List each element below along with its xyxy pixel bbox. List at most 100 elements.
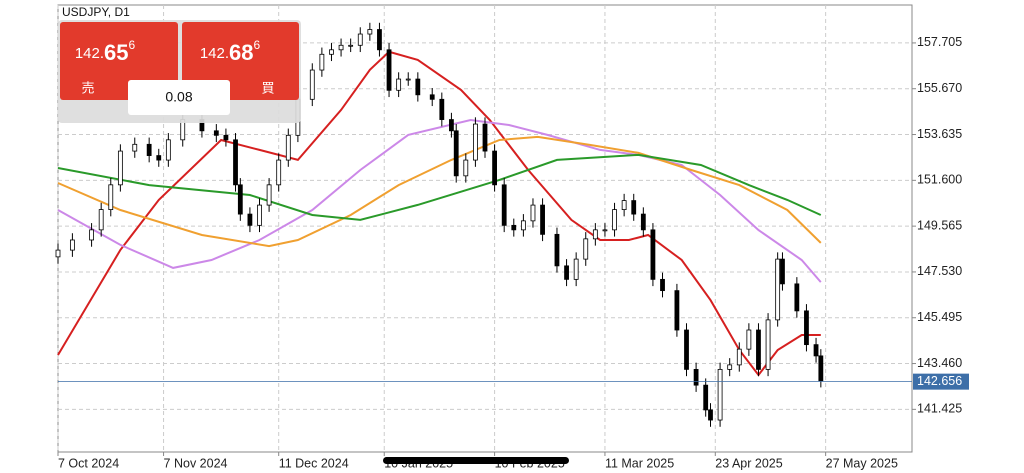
candle-body — [473, 123, 478, 161]
candle-body — [621, 200, 627, 210]
x-tick-label: 11 Dec 2024 — [279, 456, 349, 470]
candle-body — [55, 249, 61, 258]
y-tick-label: 149.565 — [917, 218, 962, 232]
candle-body — [386, 49, 392, 91]
candle-body — [89, 229, 94, 241]
candle-body — [276, 159, 282, 186]
y-tick-label: 151.600 — [917, 173, 962, 187]
symbol-label: USDJPY, D1 — [62, 5, 130, 19]
candle-body — [348, 44, 354, 47]
candle-body — [257, 204, 262, 226]
candle-body — [357, 33, 363, 46]
candle-body — [377, 29, 382, 51]
candle-body — [69, 239, 75, 251]
y-tick-label: 155.670 — [917, 81, 962, 95]
x-tick-label: 7 Nov 2024 — [164, 456, 228, 470]
candle-body — [492, 150, 497, 186]
x-tick-label: 23 Apr 2025 — [715, 456, 782, 470]
candle-body — [367, 29, 373, 35]
candle-body — [309, 69, 315, 100]
candle-body — [319, 53, 325, 71]
y-tick-label: 141.425 — [917, 402, 962, 416]
plot-frame — [57, 4, 913, 453]
candle-body — [329, 49, 334, 55]
candle-body — [415, 78, 421, 96]
x-tick-label: 27 May 2025 — [826, 456, 898, 470]
candle-body — [233, 139, 238, 186]
candle-body — [482, 123, 488, 152]
candle-body — [199, 119, 205, 132]
moving-average — [57, 153, 822, 221]
candle-body — [156, 155, 162, 161]
candle-body — [717, 368, 723, 421]
candle-body — [98, 209, 104, 231]
candle-body — [237, 184, 243, 215]
candle-body — [564, 265, 569, 280]
candle-body — [396, 78, 402, 91]
candle-body — [108, 184, 114, 210]
candle-body — [650, 229, 656, 280]
candle-body — [540, 204, 545, 235]
candle-body — [213, 130, 219, 136]
candle-body — [736, 348, 742, 366]
x-tick-label: 7 Oct 2024 — [58, 456, 119, 470]
candle-body — [684, 329, 689, 370]
y-tick-label: 157.705 — [917, 35, 962, 49]
candle-body — [573, 258, 579, 280]
candle-body — [338, 44, 344, 51]
candle-body — [746, 329, 752, 350]
candle-body — [439, 98, 445, 120]
candle-body — [804, 310, 809, 346]
current-price-label: 142.656 — [917, 374, 962, 388]
candle-body — [146, 143, 152, 156]
x-tick-label: 11 Mar 2025 — [605, 456, 674, 470]
candle-body — [463, 159, 469, 177]
candle-body — [266, 184, 272, 206]
candle-body — [554, 233, 560, 267]
candle-body — [640, 213, 646, 231]
y-tick-label: 143.460 — [917, 356, 962, 370]
candle-body — [674, 290, 680, 331]
candle-body — [223, 134, 229, 141]
y-tick-label: 147.530 — [917, 264, 962, 278]
candle-body — [583, 238, 589, 260]
x-tick-label: 10 Feb 2025 — [495, 456, 565, 470]
candle-body — [285, 134, 291, 161]
candle-body — [756, 329, 761, 370]
candle-body — [165, 139, 171, 161]
candle-body — [780, 258, 785, 285]
candle-body — [660, 278, 665, 292]
candle-body — [501, 184, 507, 226]
candle-body — [530, 204, 536, 222]
candle-body — [775, 258, 781, 321]
current-price-tag — [913, 373, 969, 390]
moving-average — [57, 50, 821, 377]
candle-body — [429, 94, 435, 100]
candle-body — [511, 224, 517, 231]
candle-body — [602, 229, 608, 232]
candle-body — [117, 150, 123, 186]
candle-body — [765, 319, 771, 370]
y-tick-label: 145.495 — [917, 310, 962, 324]
candle-body — [693, 368, 699, 386]
candle-body — [703, 384, 709, 411]
candle-body — [449, 119, 454, 132]
candle-body — [295, 98, 301, 136]
moving-average — [57, 118, 822, 283]
candle-body — [405, 78, 411, 81]
candle-body — [631, 200, 637, 215]
candle-body — [132, 143, 138, 152]
candle-body — [592, 229, 598, 240]
x-tick-label: 10 Jan 2025 — [384, 456, 453, 470]
candle-body — [813, 344, 819, 357]
y-tick-label: 153.635 — [917, 127, 962, 141]
candle-body — [180, 119, 186, 141]
candle-body — [520, 220, 526, 231]
candle-body — [612, 209, 617, 231]
candle-body — [453, 130, 459, 177]
moving-average — [57, 135, 822, 248]
candle-body — [708, 409, 713, 421]
candle-body — [794, 283, 800, 312]
